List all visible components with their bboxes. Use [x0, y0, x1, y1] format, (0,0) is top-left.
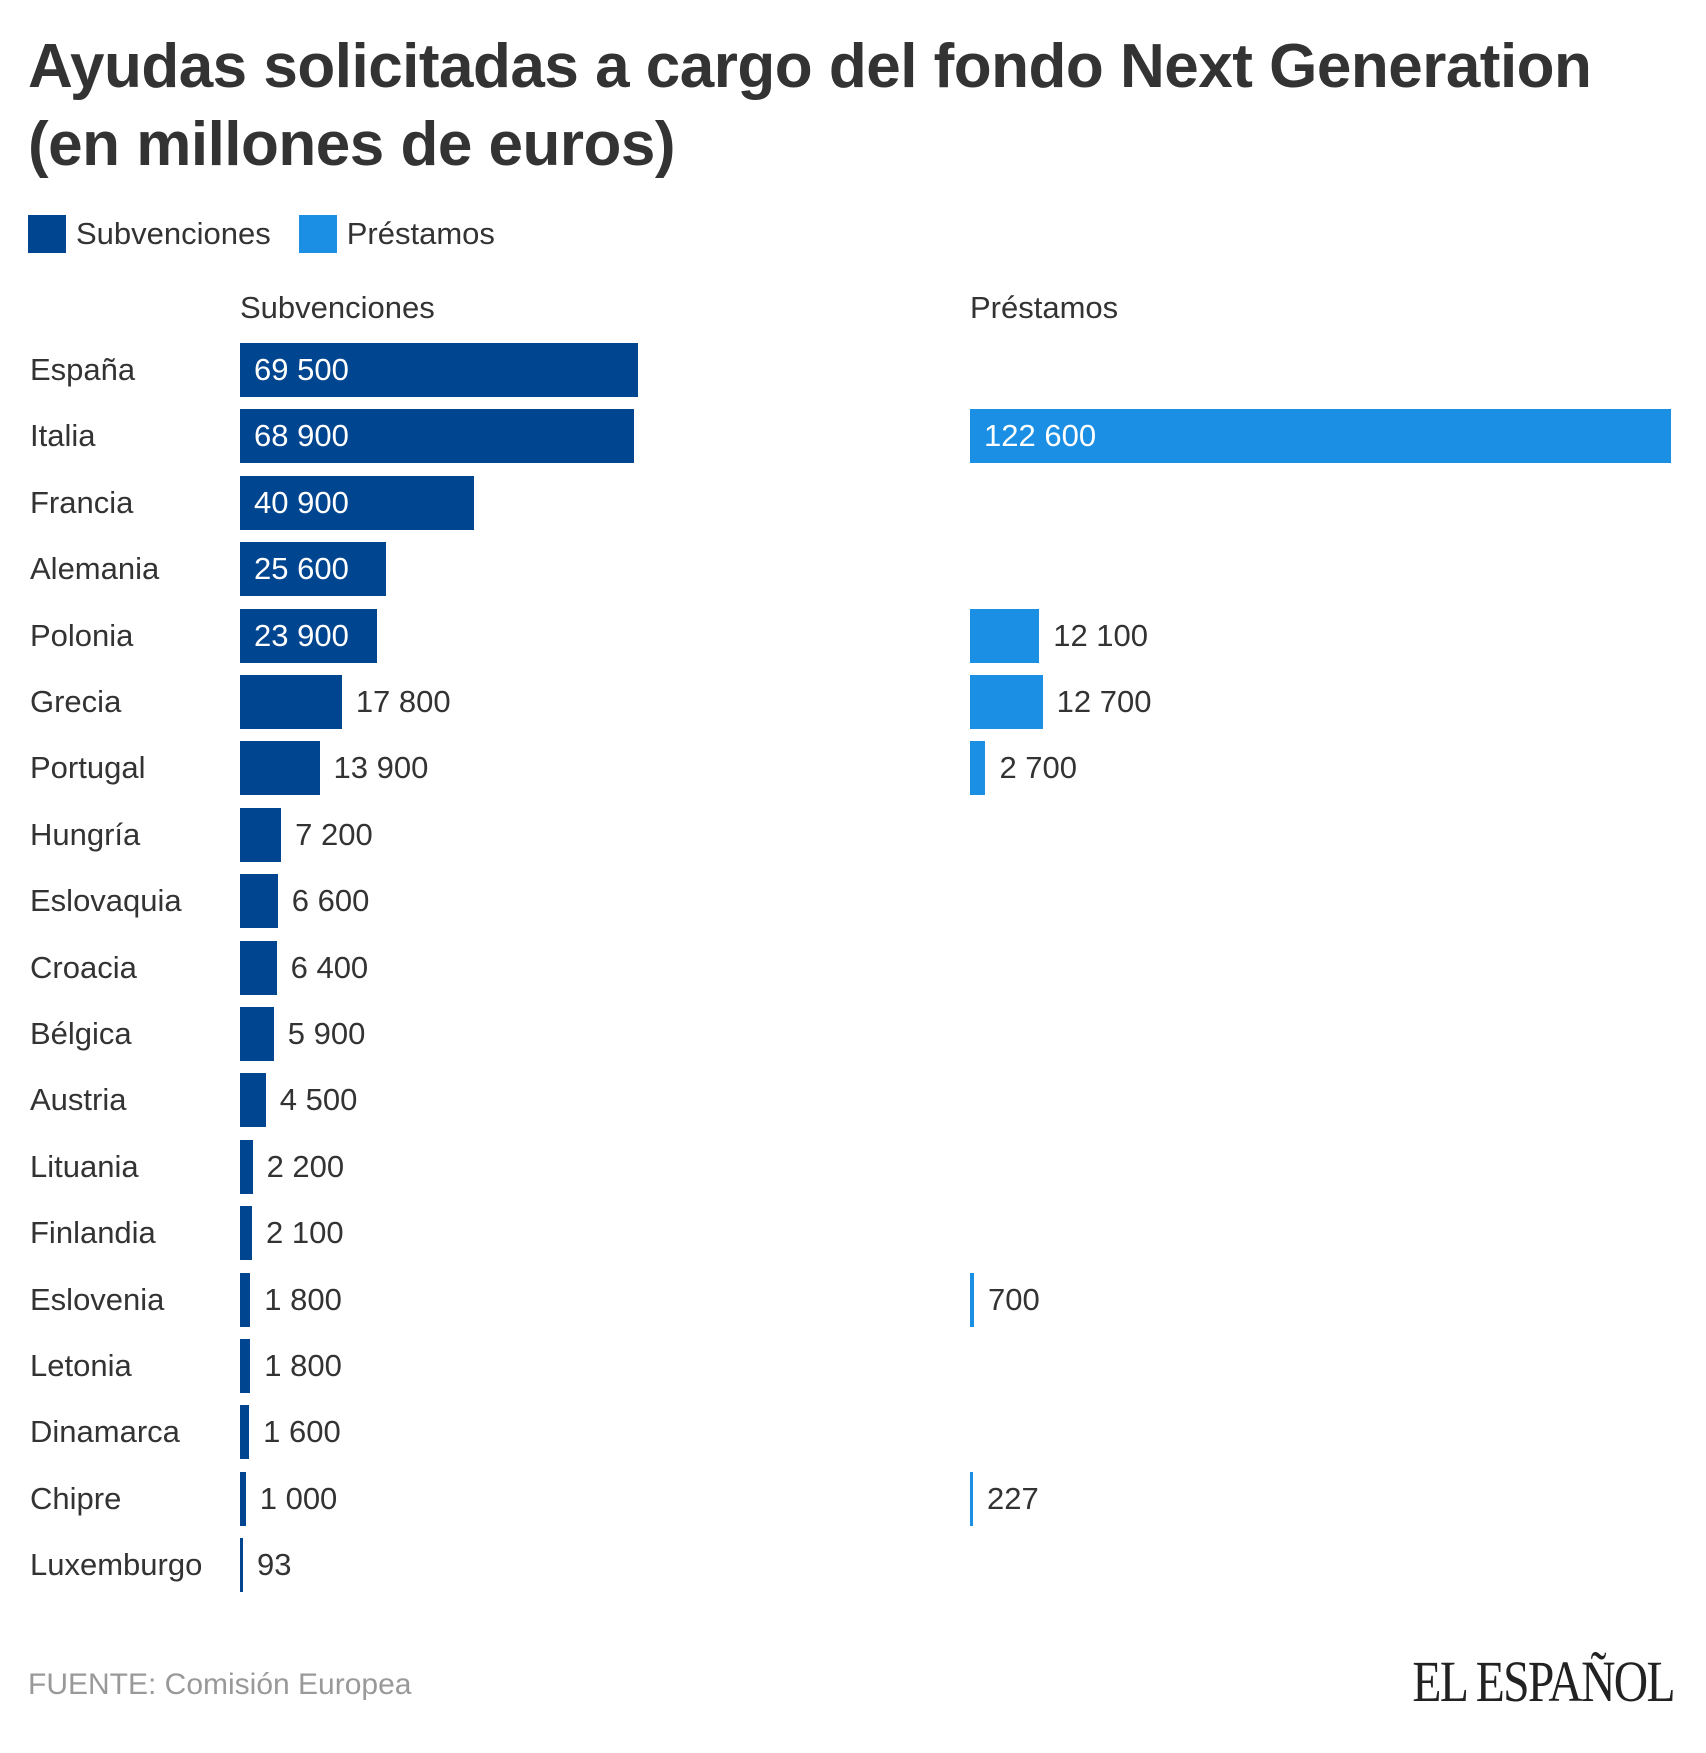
data-label: 1 000	[259, 1480, 338, 1516]
bar-subvenciones	[240, 741, 320, 796]
category-label: Chipre	[30, 1480, 122, 1516]
bar-subvenciones	[240, 807, 282, 862]
legend-swatch-subvenciones	[28, 215, 66, 253]
bar-subvenciones	[240, 1007, 274, 1061]
data-label: 6 400	[290, 949, 369, 985]
bar-prestamos	[970, 1272, 974, 1327]
data-label: 2 100	[266, 1215, 344, 1251]
legend-item-prestamos: Préstamos	[298, 215, 495, 253]
bar-subvenciones	[240, 343, 638, 397]
category-label: Lituania	[30, 1148, 139, 1184]
data-label: 7 200	[295, 816, 373, 852]
legend-item-subvenciones: Subvenciones	[28, 215, 271, 253]
chart-title: Ayudas solicitadas a cargo del fondo Nex…	[28, 32, 1592, 179]
bar-prestamos	[970, 409, 1672, 464]
category-label: Alemania	[30, 551, 160, 587]
category-label: Eslovaquia	[30, 883, 182, 919]
bar-prestamos	[970, 608, 1040, 663]
category-label: Dinamarca	[30, 1414, 180, 1450]
category-label: Portugal	[30, 750, 146, 786]
category-label: Italia	[30, 418, 96, 454]
data-label: 227	[987, 1480, 1039, 1516]
category-label: Bélgica	[30, 1016, 132, 1051]
category-label: España	[30, 352, 136, 387]
data-label: 2 700	[999, 750, 1078, 786]
data-label: 68 900	[254, 418, 349, 454]
legend-label: Préstamos	[346, 216, 495, 251]
column-header-subvenciones: Subvenciones	[240, 290, 435, 325]
category-label: Francia	[30, 484, 134, 520]
legend-label: Subvenciones	[76, 216, 271, 251]
data-label: 5 900	[287, 1016, 366, 1051]
data-label: 23 900	[254, 617, 349, 653]
category-label: Austria	[30, 1082, 127, 1118]
data-label: 13 900	[333, 750, 429, 786]
category-label: Hungría	[30, 816, 141, 852]
data-label: 12 100	[1053, 617, 1149, 653]
bar-subvenciones	[240, 1405, 250, 1460]
bar-prestamos	[970, 675, 1043, 729]
data-label: 1 800	[264, 1348, 342, 1383]
data-label: 25 600	[254, 551, 349, 587]
category-label: Grecia	[30, 684, 122, 719]
data-label: 700	[988, 1281, 1040, 1317]
bar-subvenciones	[240, 409, 635, 464]
bar-subvenciones	[240, 1272, 251, 1327]
bar-prestamos	[970, 1471, 973, 1526]
bar-subvenciones	[240, 608, 377, 663]
bar-subvenciones	[240, 1471, 246, 1526]
data-label: 6 600	[291, 883, 370, 919]
data-label: 1 600	[263, 1414, 341, 1450]
category-label: Letonia	[30, 1348, 132, 1383]
bar-subvenciones	[240, 874, 278, 929]
bar-subvenciones	[240, 1339, 251, 1393]
bar-subvenciones	[240, 542, 387, 597]
bar-subvenciones	[240, 940, 277, 995]
legend-swatch-prestamos	[298, 215, 337, 253]
category-label: Croacia	[30, 949, 137, 985]
bar-subvenciones	[240, 1206, 252, 1261]
bar-prestamos	[970, 741, 986, 796]
category-label: Luxemburgo	[30, 1547, 203, 1583]
data-label: 93	[257, 1547, 292, 1583]
column-header-prestamos: Préstamos	[970, 290, 1119, 325]
bar-subvenciones	[240, 475, 474, 530]
legend: Subvenciones Préstamos	[28, 215, 523, 253]
bar-subvenciones	[240, 1073, 266, 1128]
data-label: 69 500	[254, 352, 349, 387]
category-label: Polonia	[30, 617, 134, 653]
bar-subvenciones	[240, 1139, 253, 1194]
data-label: 40 900	[254, 484, 349, 520]
source-note: FUENTE: Comisión Europea	[28, 1668, 412, 1701]
data-label: 4 500	[279, 1082, 358, 1118]
data-label: 1 800	[264, 1281, 342, 1317]
bar-subvenciones	[240, 675, 342, 729]
data-label: 12 700	[1056, 684, 1152, 719]
category-label: Eslovenia	[30, 1281, 165, 1317]
data-label: 2 200	[266, 1148, 345, 1184]
bar-subvenciones	[240, 1538, 243, 1593]
category-label: Finlandia	[30, 1215, 156, 1251]
data-label: 17 800	[355, 684, 451, 719]
el-espanol-logo: EL ESPAÑOL	[1412, 1649, 1675, 1714]
data-label: 122 600	[984, 418, 1097, 454]
